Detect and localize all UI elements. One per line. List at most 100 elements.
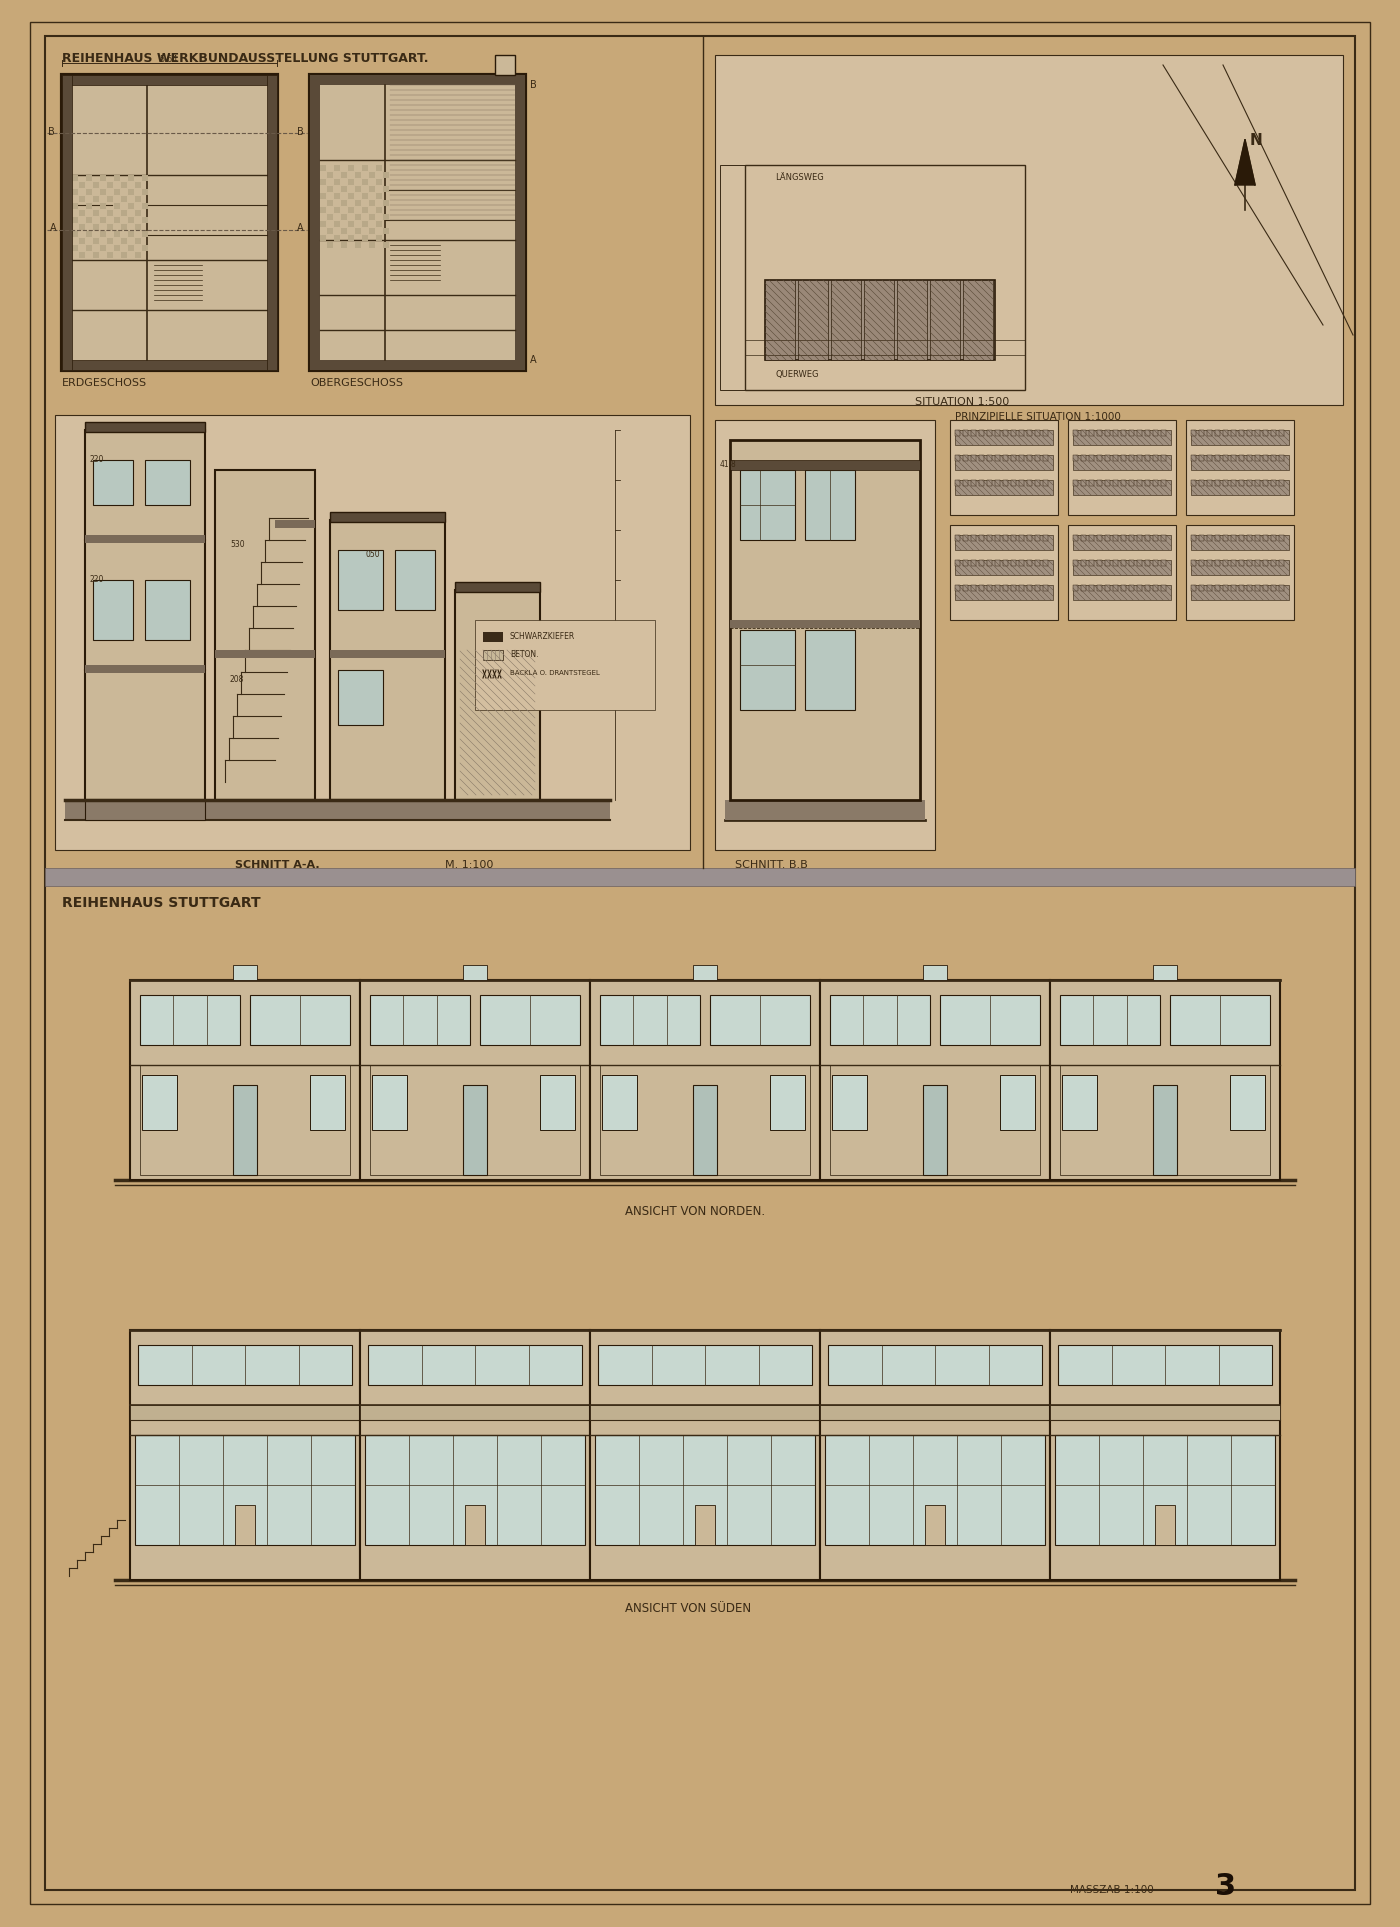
Bar xyxy=(92,181,99,189)
Bar xyxy=(1072,561,1170,574)
Bar xyxy=(1043,455,1049,461)
Bar xyxy=(1224,561,1228,567)
Bar xyxy=(1098,430,1102,436)
Bar xyxy=(216,470,315,800)
Bar xyxy=(78,181,85,189)
Bar xyxy=(384,227,389,233)
Bar xyxy=(140,1066,350,1175)
Bar xyxy=(106,239,113,245)
Bar xyxy=(1121,430,1126,436)
Bar xyxy=(377,206,382,214)
Bar xyxy=(864,279,895,360)
Bar xyxy=(930,279,960,360)
Bar xyxy=(1128,480,1134,486)
Bar xyxy=(127,231,134,237)
Text: BACKLA O. DRANTSTEGEL: BACKLA O. DRANTSTEGEL xyxy=(510,671,599,676)
Bar xyxy=(1154,455,1158,461)
Bar xyxy=(384,172,389,177)
Bar xyxy=(1081,430,1086,436)
Bar xyxy=(455,590,540,800)
Bar xyxy=(1280,586,1284,592)
Bar xyxy=(356,214,361,220)
Bar xyxy=(764,279,795,360)
Bar xyxy=(78,239,85,245)
Bar xyxy=(330,520,445,800)
Bar xyxy=(1191,586,1289,599)
Bar xyxy=(1239,430,1245,436)
Bar xyxy=(342,227,347,233)
Bar xyxy=(235,1505,255,1545)
Bar xyxy=(1161,586,1166,592)
Text: ANSICHT VON NORDEN.: ANSICHT VON NORDEN. xyxy=(624,1204,766,1218)
Bar xyxy=(1072,455,1170,470)
Bar xyxy=(342,214,347,220)
Bar xyxy=(92,461,133,505)
Bar xyxy=(589,1330,820,1580)
Bar xyxy=(120,239,127,245)
Bar xyxy=(1198,536,1204,541)
Bar xyxy=(1028,586,1032,592)
Bar xyxy=(1191,536,1289,549)
Bar xyxy=(923,1085,946,1175)
Bar xyxy=(963,480,967,486)
Bar xyxy=(1050,1330,1280,1580)
Bar xyxy=(1081,480,1086,486)
Bar xyxy=(1043,561,1049,567)
Text: 5.64: 5.64 xyxy=(160,56,178,64)
Bar xyxy=(127,189,134,195)
Bar xyxy=(1105,455,1110,461)
Bar xyxy=(1154,561,1158,567)
Bar xyxy=(1186,420,1294,515)
Bar xyxy=(1121,586,1126,592)
Bar xyxy=(99,202,106,208)
Bar xyxy=(897,279,927,360)
Bar xyxy=(1081,536,1086,541)
Bar xyxy=(694,1505,715,1545)
Bar xyxy=(377,193,382,198)
Bar xyxy=(141,218,148,224)
Text: A: A xyxy=(297,224,304,233)
Bar xyxy=(1072,536,1078,541)
Bar xyxy=(1224,430,1228,436)
Bar xyxy=(99,175,106,181)
Bar xyxy=(71,175,78,181)
Bar xyxy=(337,671,384,725)
Bar xyxy=(321,193,326,198)
Bar xyxy=(1072,586,1078,592)
Bar xyxy=(62,75,277,85)
Bar xyxy=(832,1075,867,1129)
Bar xyxy=(805,630,855,709)
Bar xyxy=(1113,561,1119,567)
Text: B: B xyxy=(531,81,536,91)
Bar xyxy=(349,206,354,214)
Bar xyxy=(515,75,525,370)
Bar xyxy=(309,75,525,370)
Bar xyxy=(360,1330,589,1580)
Bar xyxy=(925,1505,945,1545)
Bar xyxy=(1145,455,1149,461)
Bar xyxy=(741,630,795,709)
Bar xyxy=(232,965,258,981)
Bar xyxy=(1247,430,1252,436)
Bar xyxy=(1280,455,1284,461)
Bar xyxy=(384,214,389,220)
Bar xyxy=(1191,430,1289,445)
Bar xyxy=(1239,480,1245,486)
Bar xyxy=(1254,586,1260,592)
Bar xyxy=(1239,455,1245,461)
Bar xyxy=(1155,1505,1175,1545)
Bar xyxy=(85,536,204,543)
Bar xyxy=(330,513,445,522)
Bar xyxy=(1137,561,1142,567)
Bar xyxy=(1011,480,1016,486)
Bar xyxy=(972,430,976,436)
Bar xyxy=(995,561,1000,567)
Bar xyxy=(1011,455,1016,461)
Bar xyxy=(963,455,967,461)
Bar xyxy=(216,649,315,657)
Bar xyxy=(963,279,993,360)
Bar xyxy=(45,867,1355,886)
Bar xyxy=(328,200,333,206)
Bar xyxy=(141,175,148,181)
Bar xyxy=(987,586,993,592)
